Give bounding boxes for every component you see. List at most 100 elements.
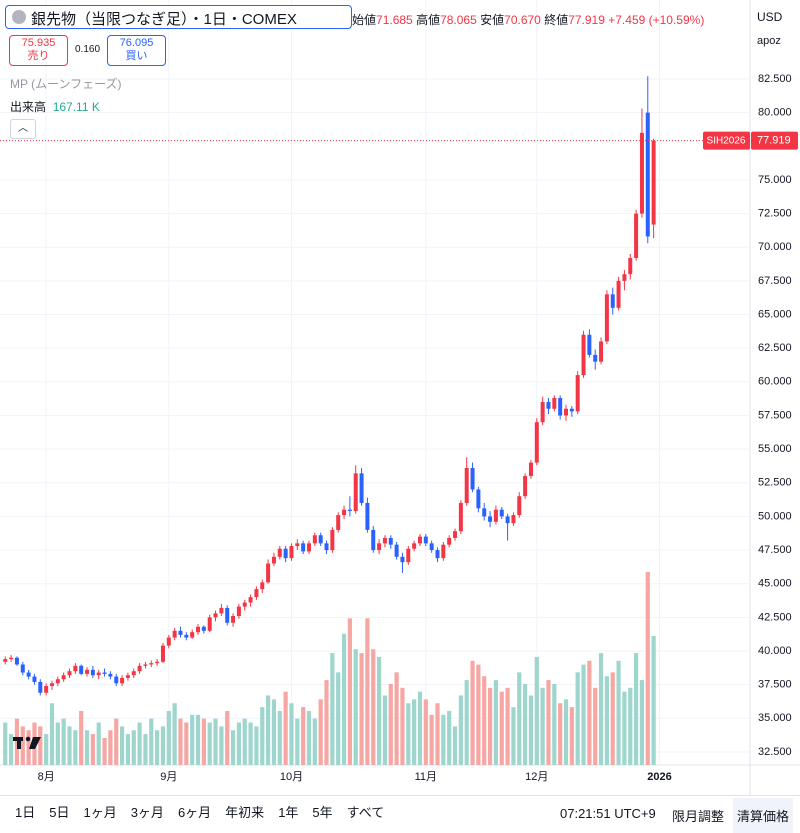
volume-bar: [552, 683, 557, 765]
candle-body: [634, 213, 639, 259]
volume-bar: [528, 695, 534, 765]
candle-body: [306, 543, 311, 552]
volume-bar: [639, 680, 645, 765]
y-tick-label: 62.500: [758, 342, 792, 354]
candle-body: [61, 675, 66, 680]
moon-indicator: MP (ムーンフェーズ): [10, 77, 122, 91]
y-tick-label: 45.000: [758, 578, 792, 590]
close-label: 終値: [544, 13, 569, 27]
volume-bar: [365, 618, 370, 765]
candle-body: [32, 676, 37, 682]
volume-bar: [464, 680, 469, 765]
candle-body: [9, 657, 14, 660]
candle-body: [639, 132, 644, 214]
price-label: 77.919: [757, 135, 791, 147]
candle-body: [616, 280, 621, 308]
range-button[interactable]: 5年: [312, 805, 333, 820]
chart: 32.500 35.000 37.500 40.000 42.500 45.000 47.5…: [0, 0, 800, 795]
candle-body: [645, 112, 650, 237]
volume-bar: [347, 618, 352, 765]
candle-body: [108, 673, 113, 677]
candle-body: [143, 664, 148, 666]
volume-bar: [236, 722, 242, 765]
low: 70.670: [504, 13, 541, 27]
volume-bar: [190, 714, 195, 765]
candle-body: [359, 473, 364, 503]
candle-body: [96, 672, 101, 676]
volume-bar: [651, 635, 656, 765]
volume-bar: [254, 726, 259, 765]
adjust-button[interactable]: 限月調整: [672, 809, 725, 824]
volume-bar: [143, 734, 148, 765]
candle-body: [406, 548, 411, 563]
volume-bar: [271, 699, 277, 765]
volume-bar: [260, 707, 265, 765]
toolbar: 1日 5日 1ヶ月 3ヶ月 6ヶ月 年初来 1年 5年 すべて 07:21:51 UTC+9 限…: [0, 795, 800, 833]
volume-bar: [452, 726, 458, 765]
volume-bar: [137, 722, 142, 765]
candle-body: [231, 616, 236, 623]
currency[interactable]: USD: [757, 10, 783, 24]
volume-bar: [160, 726, 166, 765]
candle-body: [523, 476, 528, 497]
candle-body: [20, 664, 25, 673]
candle-body: [388, 537, 393, 545]
sell-button[interactable]: 75.935 売り: [9, 35, 68, 66]
y-tick-label: 65.000: [758, 308, 792, 320]
range-button[interactable]: 6ヶ月: [177, 805, 212, 820]
settle-button[interactable]: 清算価格: [733, 798, 794, 833]
candle-body: [575, 375, 580, 412]
candle-body: [49, 683, 54, 686]
candle-body: [160, 645, 165, 662]
candle-body: [458, 502, 463, 532]
x-tick-label: 11月: [415, 771, 437, 783]
range-button[interactable]: 年初来: [225, 805, 265, 820]
x-tick-label: 9月: [160, 771, 177, 783]
candle-body: [196, 626, 201, 633]
candle-body: [324, 543, 329, 551]
range-button[interactable]: 1年: [278, 805, 299, 820]
volume-bar: [470, 660, 475, 765]
y-tick-label: 75.000: [758, 174, 792, 186]
range-button[interactable]: 5日: [49, 805, 70, 820]
candle-body: [552, 397, 557, 409]
volume-bar: [149, 718, 154, 765]
high: 78.065: [440, 13, 477, 27]
volume-bar: [20, 726, 25, 765]
y-tick-label: 42.500: [758, 611, 792, 623]
candle-body: [453, 531, 458, 538]
range-button[interactable]: すべて: [346, 805, 385, 820]
volume-bar: [353, 649, 358, 765]
volume-bar: [55, 722, 60, 765]
volume-bar: [610, 672, 615, 765]
candle-body: [178, 630, 183, 635]
y-tick-label: 70.000: [758, 241, 792, 253]
volume-bar: [283, 691, 288, 765]
volume-bar: [394, 672, 399, 765]
unit[interactable]: apoz: [757, 35, 781, 47]
x-tick-label: 12月: [525, 771, 548, 783]
volume-bar: [341, 633, 347, 765]
collapse-button[interactable]: ︿: [10, 119, 36, 139]
volume-label: 出来高: [10, 100, 47, 114]
volume-bar: [616, 660, 621, 765]
candle-body: [528, 462, 533, 477]
volume-bar: [324, 680, 329, 765]
title-box[interactable]: 銀先物（当限つなぎ足）・1日・COMEX: [5, 5, 352, 29]
volume-bar: [598, 653, 604, 765]
volume-bar: [400, 687, 405, 765]
range-button[interactable]: 1日: [15, 805, 36, 820]
y-tick-label: 50.000: [758, 510, 792, 522]
buy-button[interactable]: 76.095 買い: [107, 35, 166, 66]
volume-bar: [248, 722, 253, 765]
candle-body: [622, 274, 627, 281]
volume-bar: [8, 734, 14, 765]
y-tick-label: 72.500: [758, 207, 792, 219]
high-label: 高値: [416, 13, 441, 27]
range-button[interactable]: 1ヶ月: [83, 805, 117, 820]
volume-bar: [73, 730, 78, 765]
range-button[interactable]: 3ヶ月: [130, 805, 164, 820]
candle-body: [312, 535, 317, 544]
volume-bar: [96, 722, 101, 765]
